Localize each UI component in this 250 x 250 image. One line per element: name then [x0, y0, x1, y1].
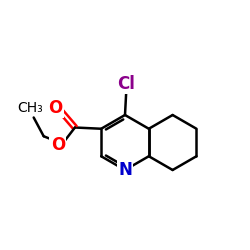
Text: N: N — [118, 161, 132, 179]
Text: Cl: Cl — [117, 75, 135, 93]
Text: O: O — [48, 99, 62, 117]
Text: O: O — [51, 136, 65, 154]
Text: CH₃: CH₃ — [17, 100, 43, 114]
